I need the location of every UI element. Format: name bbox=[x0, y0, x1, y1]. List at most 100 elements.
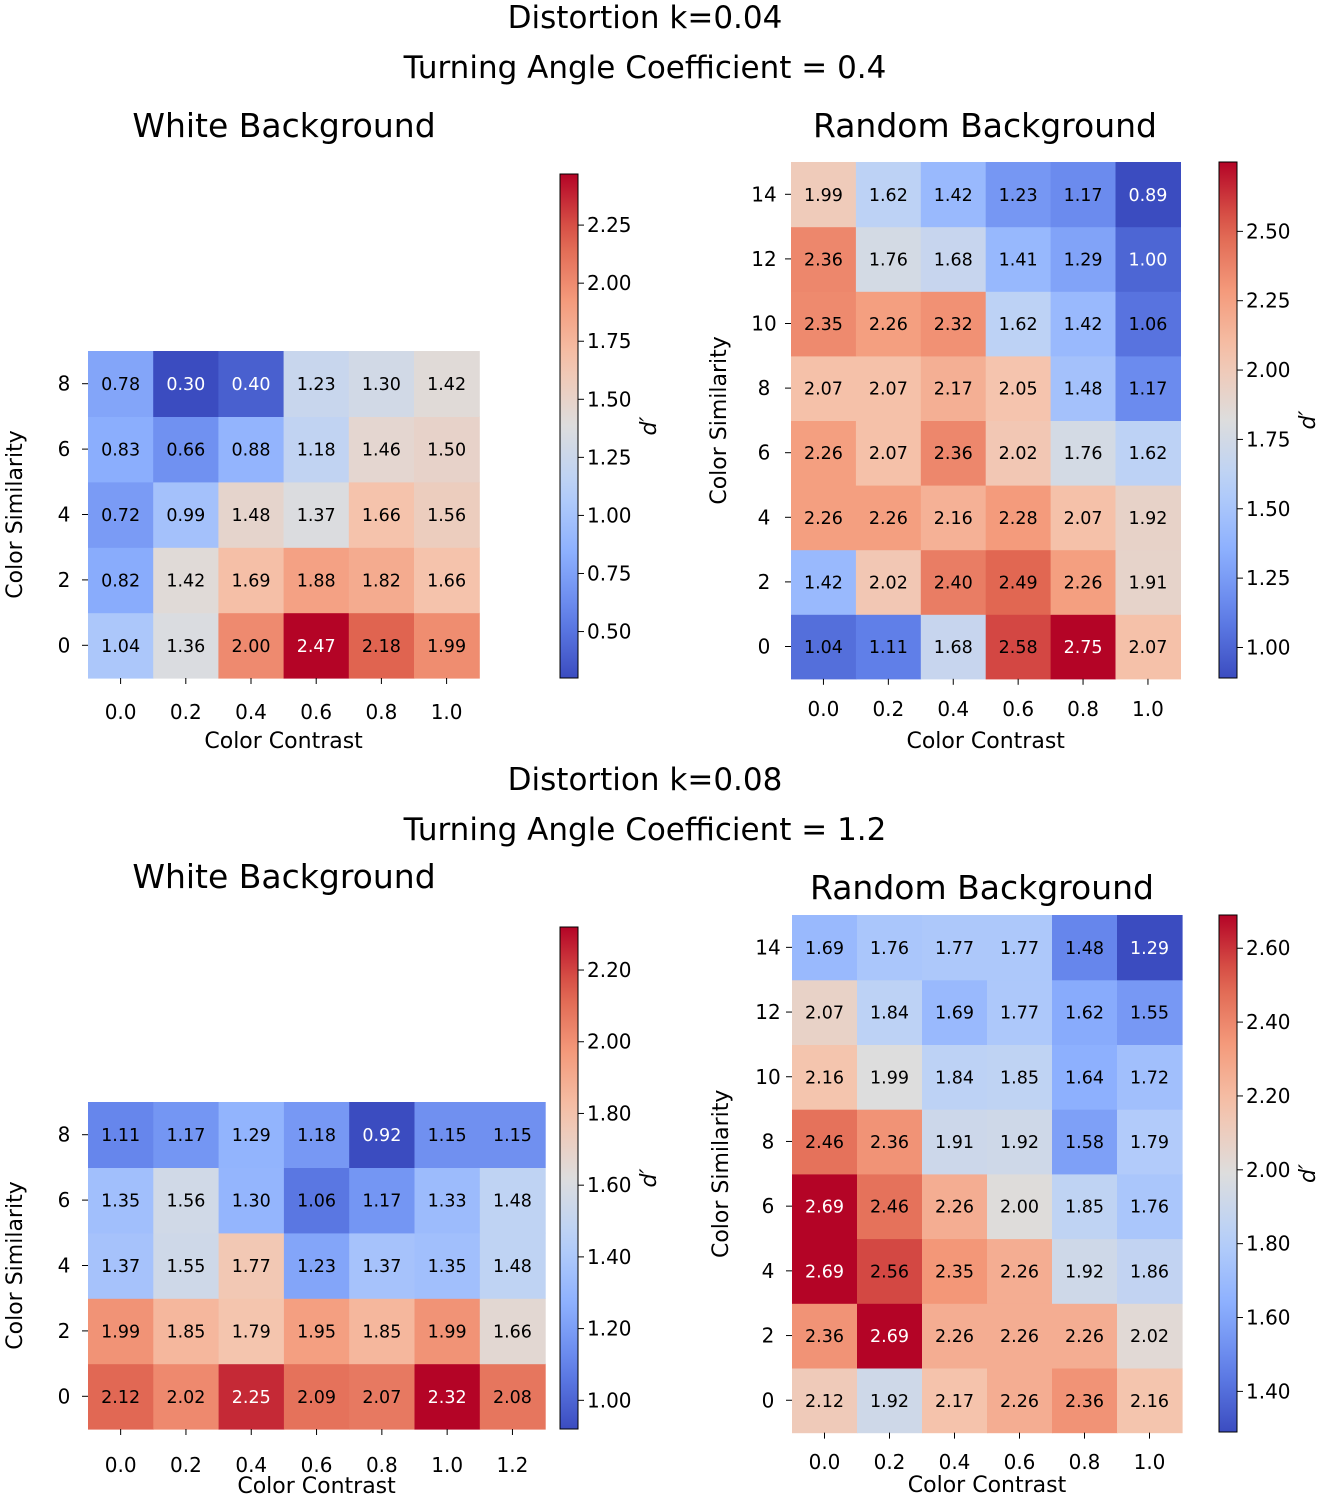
cell-value-label: 2.00 bbox=[1000, 1198, 1039, 1218]
heatmap-cell bbox=[1052, 1173, 1118, 1240]
cell-value-label: 2.35 bbox=[935, 1262, 974, 1282]
cell-value-label: 0.40 bbox=[232, 375, 271, 395]
cell-value-label: 1.99 bbox=[804, 186, 843, 206]
heatmap-cell bbox=[414, 547, 480, 614]
colorbar-tick-label: 2.50 bbox=[1246, 219, 1291, 243]
colorbar-tick-label: 2.00 bbox=[587, 1030, 632, 1054]
y-tick-label: 0 bbox=[58, 1384, 71, 1408]
heatmap-cell bbox=[218, 547, 285, 614]
cell-value-label: 2.47 bbox=[297, 637, 336, 657]
heatmap-cell bbox=[1050, 614, 1117, 680]
y-tick-label: 0 bbox=[58, 633, 71, 657]
cell-value-label: 1.29 bbox=[232, 1126, 271, 1146]
cell-value-label: 2.58 bbox=[999, 638, 1038, 658]
cell-value-label: 2.56 bbox=[870, 1262, 909, 1282]
cell-value-label: 2.09 bbox=[297, 1388, 336, 1408]
heatmap-cell bbox=[1117, 1238, 1183, 1304]
cell-value-label: 2.36 bbox=[805, 1327, 844, 1347]
heatmap-cell bbox=[88, 481, 154, 548]
y-tick-label: 14 bbox=[751, 182, 776, 206]
heatmap-cell bbox=[218, 1363, 285, 1430]
cell-value-label: 1.29 bbox=[1064, 250, 1103, 270]
heatmap-cell bbox=[855, 485, 922, 551]
heatmap-cell bbox=[479, 1167, 546, 1234]
colorbar-label: d′ bbox=[637, 417, 662, 436]
heatmap-cell bbox=[414, 416, 480, 483]
cell-value-label: 2.02 bbox=[999, 444, 1038, 464]
colorbar-label: d′ bbox=[1296, 411, 1321, 430]
cell-value-label: 2.16 bbox=[934, 509, 973, 529]
heatmap-cell bbox=[153, 1102, 220, 1168]
cell-value-label: 1.66 bbox=[493, 1322, 532, 1342]
cell-value-label: 1.17 bbox=[362, 1192, 401, 1212]
heatmap-cell bbox=[218, 1102, 285, 1168]
colorbar bbox=[1218, 161, 1238, 679]
heatmap-cell bbox=[920, 162, 987, 228]
cell-value-label: 1.69 bbox=[805, 939, 844, 959]
cell-value-label: 1.77 bbox=[1000, 1004, 1039, 1024]
cell-value-label: 1.04 bbox=[101, 637, 140, 657]
heatmap-cell bbox=[283, 1232, 350, 1299]
colorbar-tick-label: 0.50 bbox=[587, 620, 632, 644]
y-tick-label: 12 bbox=[751, 247, 776, 271]
heatmap-cell bbox=[792, 1044, 858, 1110]
colorbar bbox=[559, 926, 579, 1430]
heatmap-cell bbox=[1052, 1109, 1118, 1175]
heatmap-cell bbox=[920, 485, 987, 551]
cell-value-label: 2.26 bbox=[1000, 1392, 1039, 1412]
heatmap-cell bbox=[987, 1367, 1053, 1434]
heatmap-cell bbox=[153, 416, 219, 483]
colorbar-tick-label: 1.80 bbox=[587, 1101, 632, 1125]
heatmap-cell bbox=[922, 1367, 988, 1434]
cell-value-label: 2.17 bbox=[935, 1392, 974, 1412]
heatmap-cell bbox=[1115, 291, 1181, 357]
cell-value-label: 2.18 bbox=[362, 637, 401, 657]
x-tick-label: 0.0 bbox=[808, 697, 840, 721]
section-1-title-line1: Distortion k=0.04 bbox=[508, 0, 783, 36]
heatmap-cell bbox=[855, 420, 922, 486]
cell-value-label: 0.72 bbox=[101, 506, 140, 526]
x-tick-label: 0.6 bbox=[1004, 1450, 1036, 1474]
heatmap-cell bbox=[283, 351, 350, 417]
cell-value-label: 1.66 bbox=[427, 571, 466, 591]
cell-value-label: 1.48 bbox=[493, 1192, 532, 1212]
colorbar-tick-label: 1.25 bbox=[1246, 566, 1291, 590]
heatmap-cell bbox=[857, 1367, 923, 1434]
colorbar-tick-label: 1.50 bbox=[587, 387, 632, 411]
panel-2-title: Random Background bbox=[813, 106, 1157, 145]
heatmap-cell bbox=[348, 351, 415, 417]
heatmap-cell bbox=[88, 547, 154, 614]
heatmap-cell bbox=[88, 1298, 154, 1365]
colorbar-tick-label: 0.75 bbox=[587, 561, 632, 585]
colorbar-tick-label: 2.25 bbox=[1246, 289, 1291, 313]
heatmap-cell bbox=[218, 612, 285, 679]
heatmap-cell bbox=[414, 1232, 481, 1299]
cell-value-label: 1.48 bbox=[232, 506, 271, 526]
heatmap-cell bbox=[414, 1167, 481, 1234]
heatmap-cell bbox=[1050, 355, 1117, 421]
cell-value-label: 2.02 bbox=[1130, 1327, 1169, 1347]
colorbar-tick-label: 2.20 bbox=[587, 958, 632, 982]
x-tick-label: 1.2 bbox=[497, 1453, 529, 1477]
heatmap-cell bbox=[855, 549, 922, 615]
heatmap-cell bbox=[1115, 549, 1181, 615]
heatmap-cell bbox=[414, 1102, 481, 1168]
heatmap-cell bbox=[857, 1238, 923, 1304]
heatmap-cell bbox=[855, 291, 922, 357]
heatmap-cell bbox=[283, 481, 350, 548]
heatmap-cell bbox=[857, 915, 923, 981]
cell-value-label: 2.08 bbox=[493, 1388, 532, 1408]
heatmap-cell bbox=[985, 162, 1052, 228]
cell-value-label: 2.26 bbox=[935, 1327, 974, 1347]
heatmap-cell bbox=[1050, 420, 1117, 486]
cell-value-label: 2.05 bbox=[999, 380, 1038, 400]
section-2-title-line2: Turning Angle Coefficient = 1.2 bbox=[403, 812, 887, 848]
heatmap-cell bbox=[1117, 1367, 1183, 1434]
x-tick-label: 0.2 bbox=[170, 1453, 202, 1477]
heatmap-cell bbox=[791, 549, 857, 615]
y-tick-label: 8 bbox=[58, 372, 71, 396]
cell-value-label: 1.56 bbox=[166, 1192, 205, 1212]
cell-value-label: 1.84 bbox=[935, 1068, 974, 1088]
cell-value-label: 1.56 bbox=[427, 506, 466, 526]
cell-value-label: 2.69 bbox=[870, 1327, 909, 1347]
